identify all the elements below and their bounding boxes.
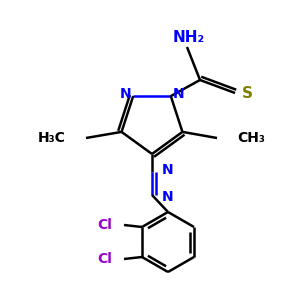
Text: S: S (242, 85, 253, 100)
Text: N: N (173, 87, 184, 101)
Text: N: N (162, 163, 174, 177)
Text: Cl: Cl (97, 218, 112, 232)
Text: N: N (119, 87, 131, 101)
Text: N: N (162, 190, 174, 204)
Text: CH₃: CH₃ (237, 131, 265, 145)
Text: H₃C: H₃C (38, 131, 66, 145)
Text: Cl: Cl (97, 252, 112, 266)
Text: NH₂: NH₂ (173, 29, 205, 44)
